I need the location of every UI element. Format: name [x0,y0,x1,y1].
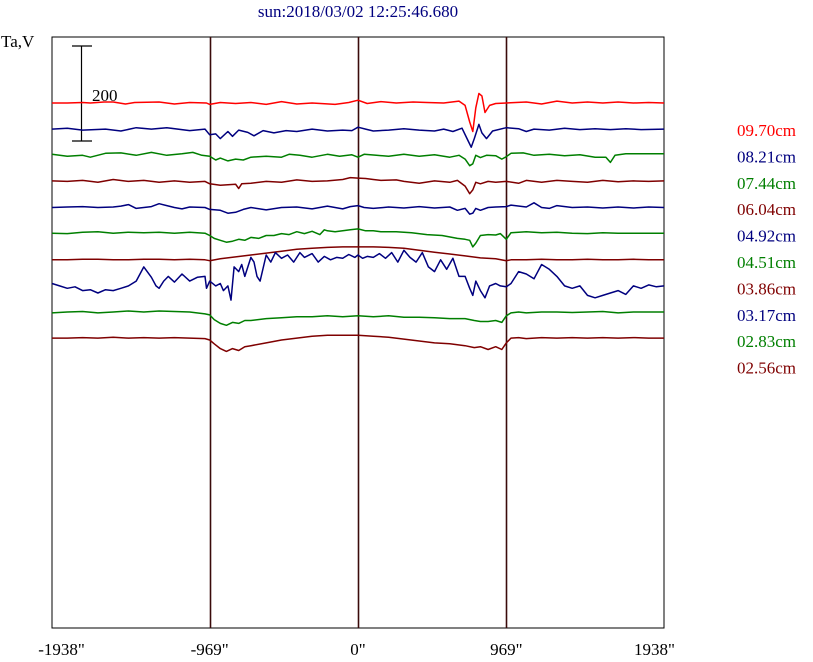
series-line-08.21cm [51,123,665,148]
scale-bar-label: 200 [92,86,118,105]
legend-entry-04.51cm: 04.51cm [737,253,796,272]
series-line-02.56cm [52,334,664,353]
legend: 09.70cm 08.21cm 07.44cm 06.04cm 04.92cm 04.51… [737,121,796,378]
series-line-06.04cm [51,176,665,195]
x-tick-label-3: 969" [490,640,522,659]
x-tick-label-0: -1938" [38,640,85,659]
legend-entry-03.86cm: 03.86cm [737,279,796,298]
chart-title: sun:2018/03/02 12:25:46.680 [258,2,458,21]
scale-bar: 200 [72,45,118,142]
x-tick-label-1: -969" [191,640,229,659]
x-axis-ticks: -1938" -969" 0" 969" 1938" [38,640,675,659]
series-line-07.44cm [51,151,664,167]
series-line-03.86cm [52,246,664,262]
legend-entry-06.04cm: 06.04cm [737,200,796,219]
series-line-03.17cm [51,249,665,301]
x-tick-label-2: 0" [350,640,365,659]
legend-entry-09.70cm: 09.70cm [737,121,796,140]
traces [51,92,665,353]
legend-entry-02.83cm: 02.83cm [737,332,796,351]
legend-entry-02.56cm: 02.56cm [737,359,796,378]
series-line-04.51cm [51,228,664,248]
series-line-02.83cm [51,310,664,327]
solar-limb-markers [209,37,508,628]
series-line-09.70cm [52,92,665,133]
y-axis-label: Ta,V [1,32,35,51]
legend-entry-08.21cm: 08.21cm [737,147,796,166]
legend-entry-04.92cm: 04.92cm [737,227,796,246]
legend-entry-03.17cm: 03.17cm [737,306,796,325]
x-tick-label-4: 1938" [634,640,675,659]
legend-entry-07.44cm: 07.44cm [737,174,796,193]
series-line-04.92cm [51,202,665,215]
